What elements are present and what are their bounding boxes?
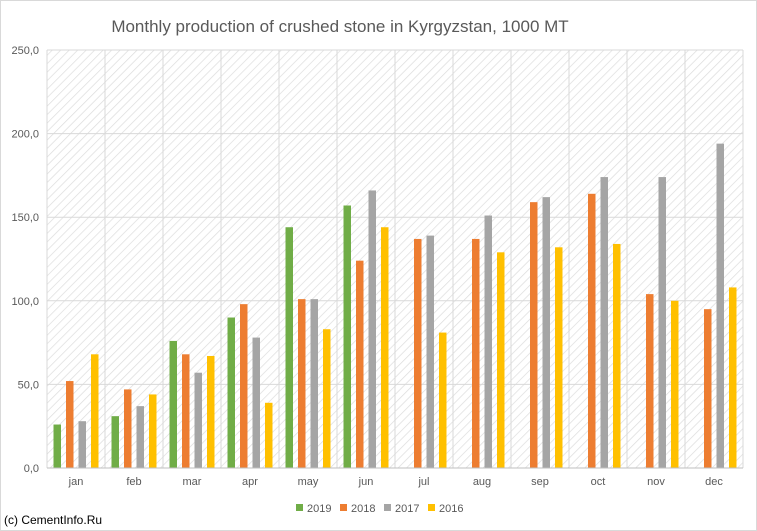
bar-2018-oct	[588, 193, 596, 469]
bar-2019-may	[285, 227, 293, 468]
bar-2018-may	[298, 299, 306, 468]
bar-2018-feb	[124, 389, 132, 468]
bar-2019-mar	[169, 340, 177, 468]
y-axis: 0,0 50,0 100,0 150,0 200,0 250,0	[11, 45, 39, 475]
bar-2017-feb	[136, 406, 144, 468]
bar-2019-apr	[227, 317, 235, 468]
x-tick-label: jul	[417, 476, 429, 488]
bar-2016-jul	[439, 332, 447, 468]
legend-label-2017: 2017	[395, 503, 419, 515]
legend: 2019 2018 2017 2016	[296, 503, 463, 515]
bar-2016-jan	[91, 354, 99, 468]
bars	[53, 143, 737, 469]
y-tick-label: 50,0	[18, 379, 39, 391]
bar-2017-oct	[600, 177, 608, 468]
legend-swatch-2018	[340, 504, 347, 511]
chart-title: Monthly production of crushed stone in K…	[111, 17, 568, 36]
x-tick-label: apr	[242, 476, 258, 488]
y-tick-label: 150,0	[11, 212, 39, 224]
x-tick-label: dec	[705, 476, 723, 488]
x-axis: jan feb mar apr may jun jul aug sep oct nov dec	[47, 467, 743, 488]
bar-2018-jul	[414, 238, 422, 468]
bar-2017-mar	[194, 372, 202, 468]
x-tick-label: feb	[126, 476, 141, 488]
bar-2019-jan	[53, 424, 61, 468]
bar-2017-jan	[78, 421, 86, 468]
x-tick-label: mar	[183, 476, 202, 488]
bar-2018-jan	[66, 381, 74, 468]
bar-2016-feb	[149, 394, 157, 468]
x-tick-label: nov	[647, 476, 665, 488]
x-tick-label: may	[298, 476, 319, 488]
legend-swatch-2016	[428, 504, 435, 511]
bar-2017-aug	[484, 215, 492, 468]
bar-2018-jun	[356, 260, 364, 468]
legend-label-2019: 2019	[307, 503, 331, 515]
bar-2018-mar	[182, 354, 190, 468]
bar-2016-apr	[265, 402, 273, 468]
bar-2017-dec	[716, 143, 724, 468]
bar-2017-jul	[426, 235, 434, 468]
y-tick-label: 250,0	[11, 45, 39, 57]
bar-2018-dec	[704, 309, 712, 468]
x-tick-label: oct	[591, 476, 606, 488]
bar-2017-sep	[542, 197, 550, 469]
bar-2017-may	[310, 299, 318, 468]
bar-2016-nov	[671, 300, 679, 468]
bar-2017-apr	[252, 337, 260, 468]
bar-2016-jun	[381, 227, 389, 468]
bar-2016-sep	[555, 247, 563, 468]
bar-2018-sep	[530, 202, 538, 469]
bar-2019-jun	[343, 205, 351, 468]
gridlines	[46, 49, 744, 469]
bar-2016-dec	[729, 287, 737, 468]
y-tick-label: 0,0	[24, 463, 39, 475]
bar-2016-may	[323, 329, 331, 468]
x-tick-label: aug	[473, 476, 491, 488]
bar-2018-apr	[240, 304, 248, 468]
y-tick-label: 100,0	[11, 296, 39, 308]
bar-2017-jun	[368, 190, 376, 468]
bar-2018-nov	[646, 294, 654, 468]
y-tick-label: 200,0	[11, 129, 39, 141]
legend-label-2018: 2018	[351, 503, 375, 515]
x-tick-label: jan	[68, 476, 84, 488]
legend-swatch-2017	[384, 504, 391, 511]
bar-2016-oct	[613, 243, 621, 468]
x-tick-label: sep	[531, 476, 549, 488]
bar-2019-feb	[111, 416, 119, 468]
bar-2016-mar	[207, 355, 215, 468]
bar-2017-nov	[658, 177, 666, 468]
bar-2018-aug	[472, 238, 480, 468]
x-tick-label: jun	[358, 476, 374, 488]
bar-2016-aug	[497, 252, 505, 468]
credit-text: (c) CementInfo.Ru	[4, 513, 102, 527]
legend-swatch-2019	[296, 504, 303, 511]
legend-label-2016: 2016	[439, 503, 463, 515]
